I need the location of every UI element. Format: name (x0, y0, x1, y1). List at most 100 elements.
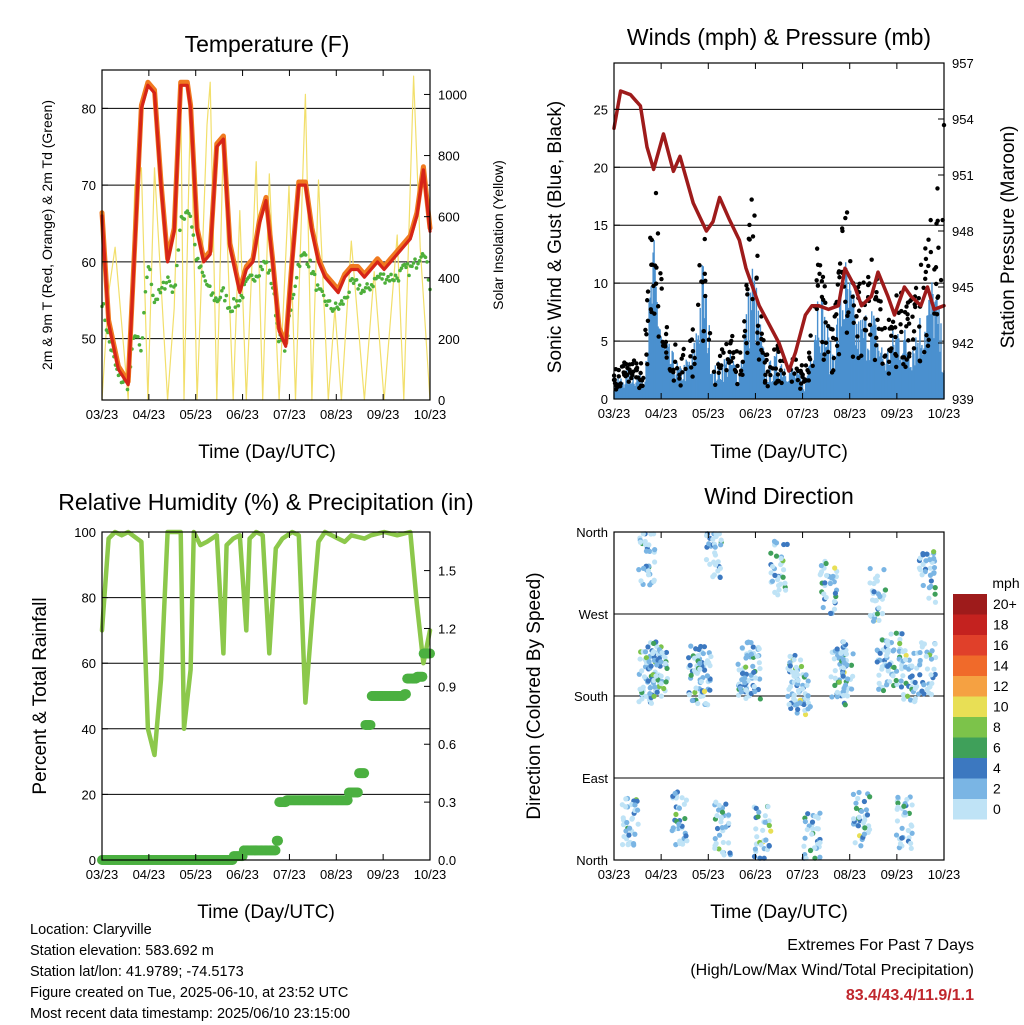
direction-point (850, 673, 856, 679)
direction-point (877, 593, 883, 600)
gust-point (735, 381, 740, 387)
gust-point (807, 357, 813, 362)
direction-point (703, 557, 710, 563)
gust-point (938, 277, 944, 283)
direction-point (791, 692, 797, 698)
gust-point (863, 316, 868, 321)
dewpoint-point (416, 261, 420, 266)
gust-point (759, 331, 764, 336)
direction-point (845, 676, 851, 682)
dewpoint-point (327, 299, 332, 303)
direction-point (832, 590, 838, 596)
gust-point (664, 350, 669, 355)
gust-point (656, 334, 661, 339)
direction-point (725, 840, 732, 846)
direction-point (891, 647, 897, 653)
gust-point (655, 231, 661, 236)
humidity-ytick-label-right: 0.6 (438, 737, 456, 752)
legend-swatch (953, 799, 987, 820)
gust-point (889, 324, 894, 330)
gust-point (906, 338, 911, 343)
temperature-xtick-label: 08/23 (320, 407, 353, 422)
direction-point (750, 663, 756, 669)
direction-point (842, 702, 848, 708)
direction-point (635, 807, 641, 813)
direction-point (885, 647, 891, 653)
direction-point (927, 557, 933, 563)
direction-point (823, 560, 829, 567)
direction-point (897, 841, 904, 847)
temperature-ytick-label-left: 80 (82, 101, 96, 116)
humidity-plot-frame (101, 531, 431, 861)
gust-point (817, 271, 822, 276)
dewpoint-point (387, 279, 392, 283)
direction-point (701, 688, 708, 695)
dewpoint-point (143, 289, 148, 294)
direction-point (654, 689, 660, 695)
gust-point (905, 300, 911, 305)
direction-point (769, 563, 776, 570)
direction-point (748, 651, 754, 657)
direction-point (851, 816, 857, 822)
humidity-ytick-label-right: 1.5 (438, 564, 456, 579)
direction-point (802, 818, 808, 825)
gust-point (626, 379, 631, 384)
dewpoint-point (384, 277, 389, 282)
gust-point (936, 245, 941, 250)
gust-point (886, 371, 892, 376)
direction-point (853, 800, 859, 806)
direction-point (803, 672, 809, 678)
direction-point (912, 685, 918, 692)
direction-point (751, 853, 758, 860)
legend-label: 0 (993, 801, 1001, 817)
gust-point (645, 289, 651, 294)
dewpoint-point (425, 260, 429, 264)
direction-point (830, 573, 836, 579)
gust-point (850, 294, 855, 299)
direction-point (903, 652, 909, 658)
direction-ytick-label-left: North (576, 853, 608, 868)
direction-point (856, 789, 862, 796)
gust-point (922, 349, 927, 355)
direction-xtick-label: 10/23 (928, 867, 961, 882)
gust-point (689, 337, 695, 342)
winds-ytick-label-right: 951 (952, 168, 974, 183)
direction-point (893, 677, 899, 684)
direction-point (931, 555, 937, 562)
gust-point (672, 359, 678, 365)
direction-point (909, 830, 915, 836)
dewpoint-point (233, 305, 238, 309)
gust-point (775, 378, 780, 384)
dewpoint-point (237, 298, 242, 303)
dewpoint-point (257, 274, 262, 278)
gust-point (678, 383, 683, 388)
dewpoint-point (380, 277, 384, 281)
dewpoint-point (365, 282, 369, 286)
direction-point (914, 665, 920, 671)
dewpoint-point (339, 299, 344, 303)
gust-point (688, 354, 693, 359)
dewpoint-point (258, 264, 263, 269)
gust-point (738, 372, 743, 377)
temperature-ylabel-left: 2m & 9m T (Red, Orange) & 2m Td (Green) (39, 100, 55, 370)
direction-point (919, 572, 925, 578)
gust-point (803, 363, 809, 368)
dewpoint-point (200, 270, 205, 275)
dewpoint-point (386, 274, 390, 279)
direction-point (907, 697, 914, 703)
direction-point (662, 660, 669, 666)
direction-point (850, 791, 857, 797)
direction-point (652, 547, 658, 553)
direction-point (751, 684, 757, 690)
direction-point (900, 692, 907, 698)
direction-point (805, 706, 811, 712)
direction-point (763, 837, 769, 843)
dewpoint-point (276, 339, 281, 344)
gust-point (703, 293, 708, 299)
gust-point (844, 330, 850, 335)
gust-point (721, 350, 726, 355)
gust-point (894, 353, 899, 358)
gust-point (700, 338, 706, 343)
direction-point (762, 813, 768, 819)
relative-humidity-line (99, 529, 433, 758)
